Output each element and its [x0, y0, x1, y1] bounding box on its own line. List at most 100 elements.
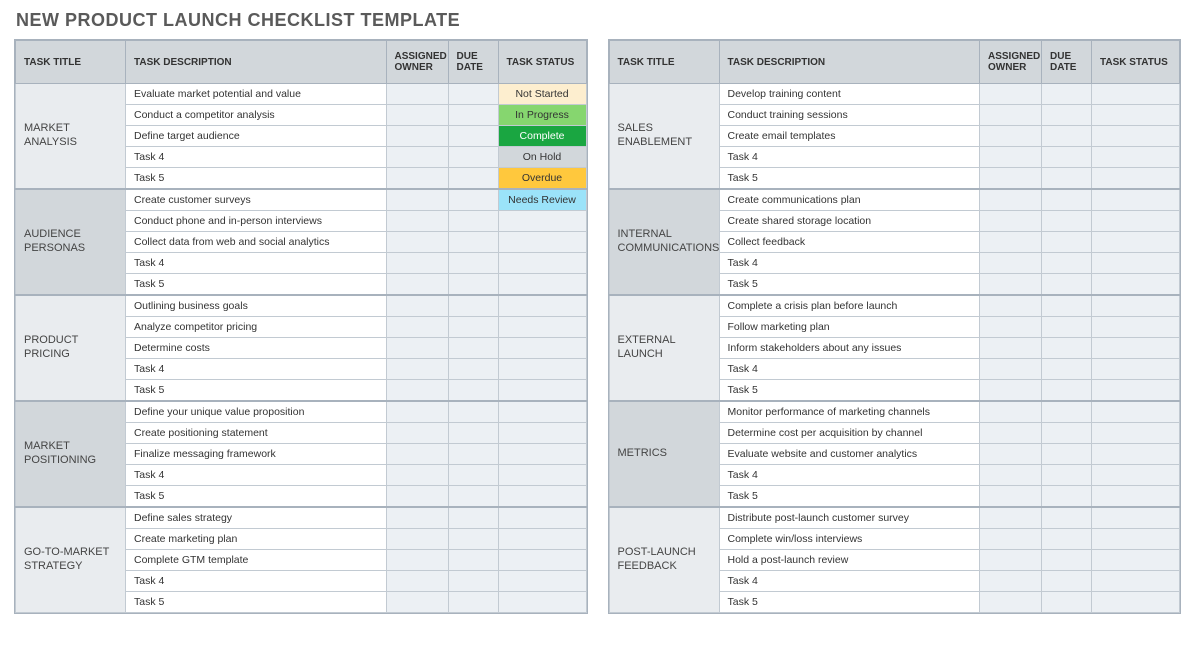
task-status-cell[interactable] — [1092, 571, 1180, 592]
task-description-cell[interactable]: Task 5 — [126, 380, 387, 402]
assigned-owner-cell[interactable] — [386, 550, 448, 571]
task-description-cell[interactable]: Task 5 — [126, 486, 387, 508]
task-status-cell[interactable] — [498, 571, 586, 592]
task-status-cell[interactable] — [498, 317, 586, 338]
task-status-cell[interactable] — [498, 380, 586, 402]
task-status-cell[interactable] — [1092, 507, 1180, 529]
due-date-cell[interactable] — [1042, 126, 1092, 147]
task-status-cell[interactable] — [1092, 401, 1180, 423]
assigned-owner-cell[interactable] — [386, 444, 448, 465]
task-description-cell[interactable]: Develop training content — [719, 84, 980, 105]
due-date-cell[interactable] — [1042, 465, 1092, 486]
due-date-cell[interactable] — [448, 126, 498, 147]
due-date-cell[interactable] — [1042, 84, 1092, 105]
due-date-cell[interactable] — [448, 401, 498, 423]
task-description-cell[interactable]: Create marketing plan — [126, 529, 387, 550]
task-description-cell[interactable]: Task 5 — [126, 274, 387, 296]
task-description-cell[interactable]: Define target audience — [126, 126, 387, 147]
due-date-cell[interactable] — [1042, 359, 1092, 380]
assigned-owner-cell[interactable] — [980, 465, 1042, 486]
task-description-cell[interactable]: Determine cost per acquisition by channe… — [719, 423, 980, 444]
due-date-cell[interactable] — [1042, 168, 1092, 190]
assigned-owner-cell[interactable] — [386, 338, 448, 359]
task-description-cell[interactable]: Define sales strategy — [126, 507, 387, 529]
assigned-owner-cell[interactable] — [980, 401, 1042, 423]
task-description-cell[interactable]: Complete a crisis plan before launch — [719, 295, 980, 317]
task-description-cell[interactable]: Task 4 — [126, 465, 387, 486]
task-description-cell[interactable]: Task 4 — [719, 571, 980, 592]
task-status-cell[interactable] — [498, 211, 586, 232]
task-status-cell[interactable] — [1092, 317, 1180, 338]
task-description-cell[interactable]: Task 5 — [719, 592, 980, 613]
assigned-owner-cell[interactable] — [980, 232, 1042, 253]
due-date-cell[interactable] — [448, 444, 498, 465]
due-date-cell[interactable] — [448, 211, 498, 232]
task-status-cell[interactable]: In Progress — [498, 105, 586, 126]
task-description-cell[interactable]: Determine costs — [126, 338, 387, 359]
assigned-owner-cell[interactable] — [386, 380, 448, 402]
assigned-owner-cell[interactable] — [980, 189, 1042, 211]
task-status-cell[interactable]: Needs Review — [498, 189, 586, 211]
due-date-cell[interactable] — [1042, 211, 1092, 232]
due-date-cell[interactable] — [448, 168, 498, 190]
task-description-cell[interactable]: Define your unique value proposition — [126, 401, 387, 423]
assigned-owner-cell[interactable] — [386, 211, 448, 232]
assigned-owner-cell[interactable] — [980, 126, 1042, 147]
due-date-cell[interactable] — [448, 465, 498, 486]
task-description-cell[interactable]: Task 5 — [719, 168, 980, 190]
task-status-cell[interactable] — [1092, 168, 1180, 190]
due-date-cell[interactable] — [448, 550, 498, 571]
task-status-cell[interactable] — [498, 338, 586, 359]
assigned-owner-cell[interactable] — [980, 295, 1042, 317]
assigned-owner-cell[interactable] — [980, 380, 1042, 402]
task-description-cell[interactable]: Outlining business goals — [126, 295, 387, 317]
due-date-cell[interactable] — [448, 147, 498, 168]
assigned-owner-cell[interactable] — [980, 168, 1042, 190]
task-status-cell[interactable] — [1092, 550, 1180, 571]
due-date-cell[interactable] — [1042, 147, 1092, 168]
due-date-cell[interactable] — [1042, 317, 1092, 338]
assigned-owner-cell[interactable] — [386, 168, 448, 190]
task-description-cell[interactable]: Conduct a competitor analysis — [126, 105, 387, 126]
task-status-cell[interactable] — [498, 359, 586, 380]
task-status-cell[interactable] — [1092, 232, 1180, 253]
task-status-cell[interactable] — [498, 592, 586, 613]
task-description-cell[interactable]: Task 4 — [719, 253, 980, 274]
task-description-cell[interactable]: Task 4 — [126, 147, 387, 168]
task-status-cell[interactable] — [498, 486, 586, 508]
task-description-cell[interactable]: Create communications plan — [719, 189, 980, 211]
task-status-cell[interactable] — [1092, 444, 1180, 465]
assigned-owner-cell[interactable] — [386, 401, 448, 423]
assigned-owner-cell[interactable] — [980, 338, 1042, 359]
assigned-owner-cell[interactable] — [980, 444, 1042, 465]
task-status-cell[interactable] — [1092, 253, 1180, 274]
task-status-cell[interactable] — [498, 507, 586, 529]
due-date-cell[interactable] — [1042, 380, 1092, 402]
due-date-cell[interactable] — [1042, 571, 1092, 592]
assigned-owner-cell[interactable] — [980, 423, 1042, 444]
due-date-cell[interactable] — [1042, 105, 1092, 126]
task-description-cell[interactable]: Task 5 — [719, 274, 980, 296]
task-status-cell[interactable] — [1092, 423, 1180, 444]
assigned-owner-cell[interactable] — [980, 84, 1042, 105]
task-status-cell[interactable] — [1092, 359, 1180, 380]
task-status-cell[interactable] — [1092, 189, 1180, 211]
task-description-cell[interactable]: Complete win/loss interviews — [719, 529, 980, 550]
task-status-cell[interactable] — [498, 444, 586, 465]
assigned-owner-cell[interactable] — [980, 359, 1042, 380]
assigned-owner-cell[interactable] — [386, 317, 448, 338]
task-status-cell[interactable] — [1092, 105, 1180, 126]
assigned-owner-cell[interactable] — [386, 232, 448, 253]
task-status-cell[interactable] — [1092, 486, 1180, 508]
task-status-cell[interactable] — [498, 401, 586, 423]
task-description-cell[interactable]: Task 5 — [126, 168, 387, 190]
assigned-owner-cell[interactable] — [980, 592, 1042, 613]
task-description-cell[interactable]: Collect feedback — [719, 232, 980, 253]
task-status-cell[interactable] — [1092, 592, 1180, 613]
assigned-owner-cell[interactable] — [386, 147, 448, 168]
assigned-owner-cell[interactable] — [386, 486, 448, 508]
task-description-cell[interactable]: Create positioning statement — [126, 423, 387, 444]
assigned-owner-cell[interactable] — [386, 592, 448, 613]
assigned-owner-cell[interactable] — [980, 105, 1042, 126]
task-status-cell[interactable] — [498, 295, 586, 317]
